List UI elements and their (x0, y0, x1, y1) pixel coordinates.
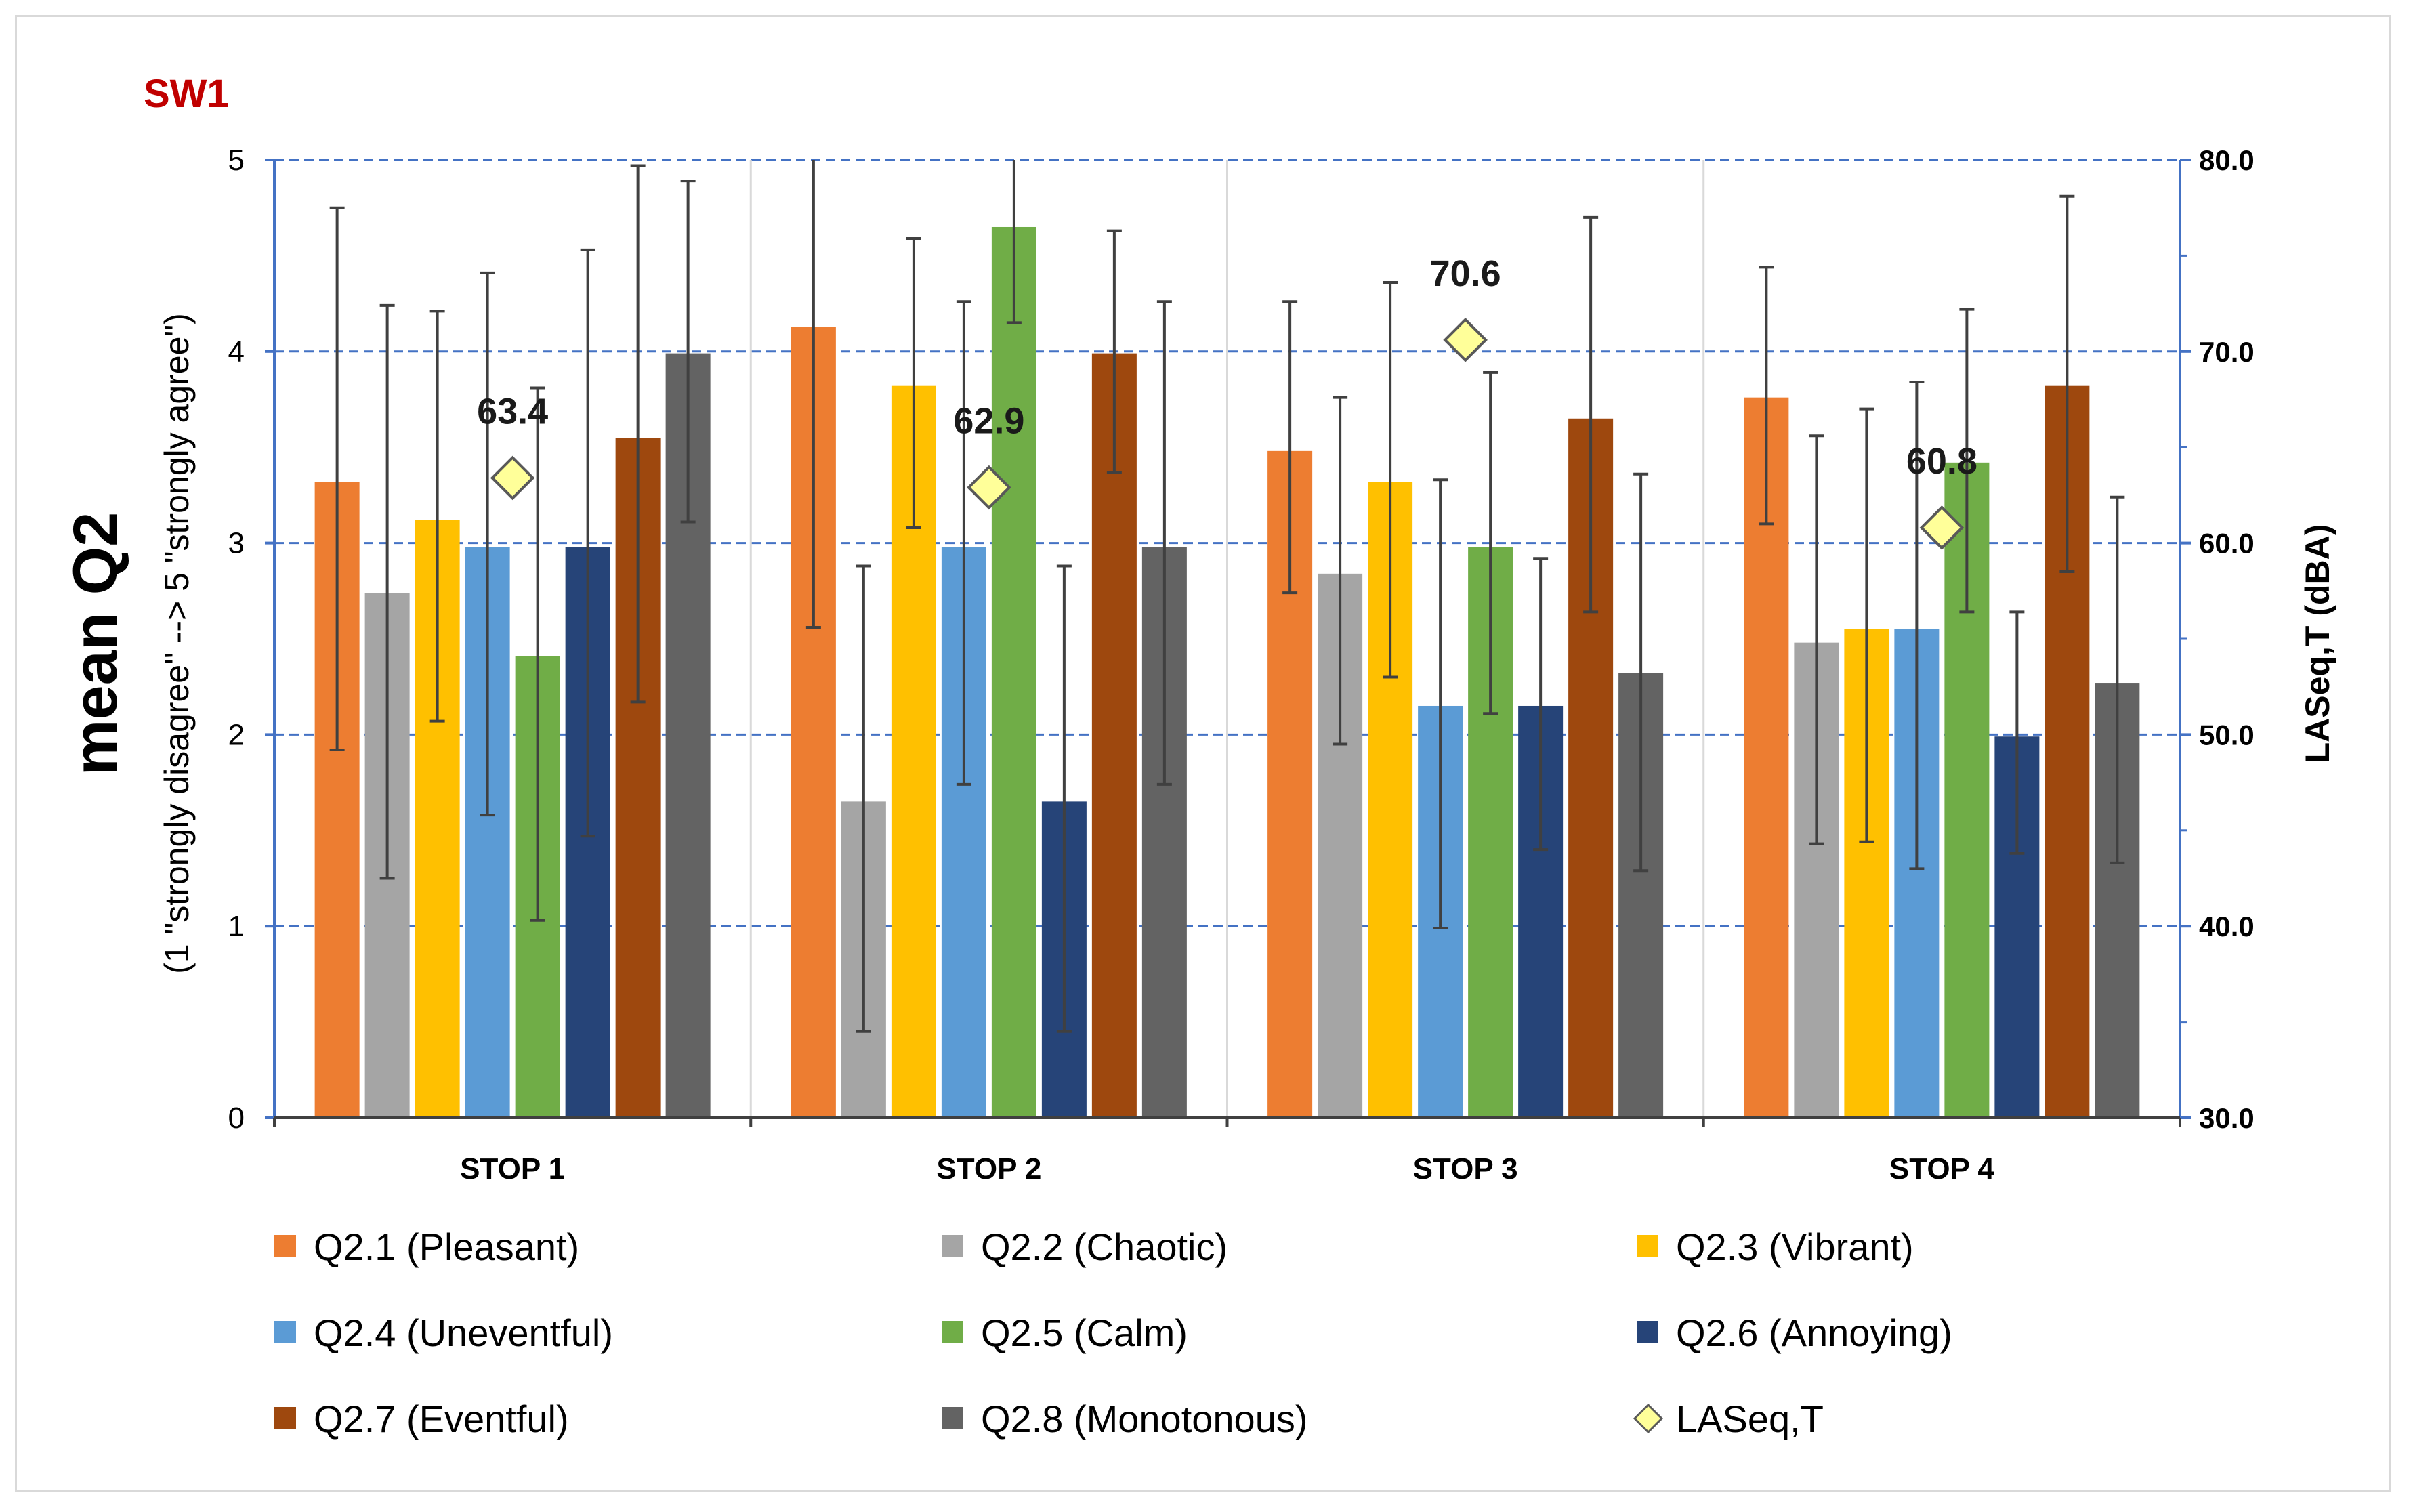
laseq-markers: 63.4 62.9 70.6 60.8 (477, 253, 1977, 550)
x-tick-label: STOP 1 (460, 1152, 565, 1185)
legend-label: Q2.6 (Annoying) (1676, 1311, 1952, 1354)
legend: Q2.1 (Pleasant) Q2.2 (Chaotic) Q2.3 (Vibra… (274, 1225, 1952, 1440)
laseq-data-label: 60.8 (1906, 441, 1977, 482)
legend-label: Q2.1 (Pleasant) (314, 1225, 579, 1268)
y2-axis-title: LASeq,T (dBA) (2299, 524, 2336, 763)
legend-label: Q2.3 (Vibrant) (1676, 1225, 1914, 1268)
legend-swatch (1637, 1235, 1658, 1257)
bar (991, 226, 1036, 1118)
y2-tick-label: 70.0 (2199, 336, 2255, 368)
x-tick-label: STOP 2 (936, 1152, 1041, 1185)
y-tick-label: 0 (228, 1101, 245, 1135)
legend-swatch (942, 1235, 963, 1257)
y-axis-subtitle: (1 "strongly disagree" --> 5 "strongly a… (158, 313, 196, 974)
laseq-marker (490, 455, 535, 501)
y-tick-label: 4 (228, 335, 245, 369)
y-tick-label: 1 (228, 910, 245, 943)
legend-label: LASeq,T (1676, 1398, 1824, 1440)
error-bars (329, 160, 2125, 1033)
laseq-marker (1919, 505, 1965, 550)
y-tick-label: 5 (228, 144, 245, 177)
legend-label: Q2.8 (Monotonous) (981, 1398, 1307, 1440)
laseq-data-label: 70.6 (1430, 253, 1501, 294)
y2-tick-label: 50.0 (2199, 719, 2255, 751)
bar (1091, 353, 1137, 1118)
laseq-data-label: 62.9 (953, 401, 1024, 442)
laseq-marker (967, 465, 1011, 510)
legend-swatch (274, 1235, 296, 1257)
y2-tick-label: 80.0 (2199, 144, 2255, 176)
y-axis-title: mean Q2 (61, 512, 130, 776)
laseq-data-label: 63.4 (477, 391, 548, 432)
y2-tick-label: 30.0 (2199, 1102, 2255, 1134)
y2-tick-label: 60.0 (2199, 528, 2255, 560)
legend-label: Q2.2 (Chaotic) (981, 1225, 1228, 1268)
legend-swatch (1637, 1321, 1658, 1343)
axes: 0 1 2 3 4 5 30.0 40.0 50.0 60.0 70.0 80.0 STOP 1 STOP… (228, 144, 2255, 1185)
legend-swatch (274, 1321, 296, 1343)
legend-marker (1633, 1403, 1664, 1434)
legend-swatch (942, 1321, 963, 1343)
gridlines (274, 159, 2180, 1118)
legend-swatch (274, 1407, 296, 1429)
legend-label: Q2.4 (Uneventful) (314, 1311, 613, 1354)
x-tick-label: STOP 4 (1889, 1152, 1994, 1185)
x-tick-label: STOP 3 (1413, 1152, 1518, 1185)
panel-label: SW1 (144, 72, 229, 116)
legend-label: Q2.5 (Calm) (981, 1311, 1188, 1354)
laseq-marker (1443, 318, 1488, 362)
y-tick-label: 2 (228, 718, 245, 751)
y2-tick-label: 40.0 (2199, 910, 2255, 942)
legend-swatch (942, 1407, 963, 1429)
legend-label: Q2.7 (Eventful) (314, 1398, 569, 1440)
y-tick-label: 3 (228, 527, 245, 560)
